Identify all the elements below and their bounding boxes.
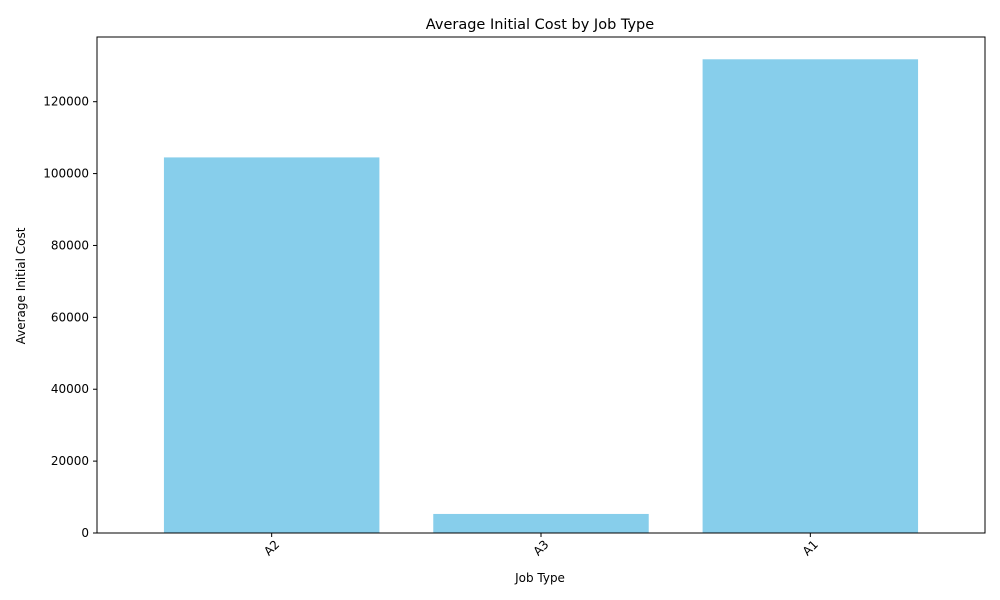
plot-frame bbox=[96, 36, 986, 534]
bar-a2 bbox=[163, 157, 380, 533]
y-axis-ticks: 0 20000 40000 60000 80000 100000 120000 bbox=[43, 95, 97, 540]
x-tick-label-a2: A2 bbox=[261, 537, 282, 558]
x-tick-label-a3: A3 bbox=[530, 537, 551, 558]
y-tick-label: 20000 bbox=[51, 454, 89, 468]
y-tick-label: 0 bbox=[81, 526, 89, 540]
y-tick-label: 120000 bbox=[43, 95, 89, 109]
y-tick-label: 80000 bbox=[51, 238, 89, 252]
y-axis-label: Average Initial Cost bbox=[14, 227, 28, 344]
y-tick-label: 60000 bbox=[51, 310, 89, 324]
y-tick-label: 100000 bbox=[43, 167, 89, 181]
bar-a1 bbox=[702, 59, 919, 533]
bar-a3 bbox=[433, 513, 649, 533]
x-tick-label-a1: A1 bbox=[800, 537, 821, 558]
chart-title: Average Initial Cost by Job Type bbox=[426, 17, 654, 33]
y-tick-label: 40000 bbox=[51, 382, 89, 396]
bars-group bbox=[163, 59, 919, 533]
x-axis-ticks: A2 A3 A1 bbox=[261, 533, 821, 559]
x-axis-label: Job Type bbox=[514, 571, 565, 585]
